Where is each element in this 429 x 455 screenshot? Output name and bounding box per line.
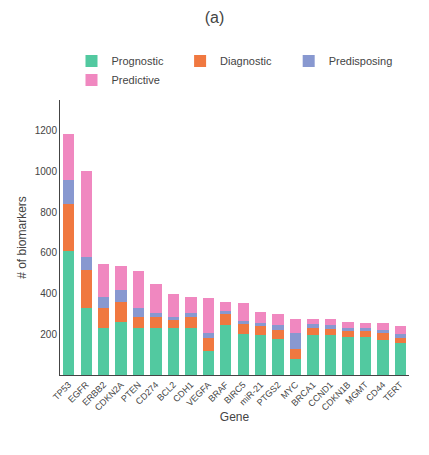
- svg-text:Diagnostic: Diagnostic: [220, 55, 272, 67]
- svg-text:Predictive: Predictive: [112, 74, 160, 86]
- svg-text:800: 800: [40, 207, 57, 218]
- svg-text:600: 600: [40, 247, 57, 258]
- svg-text:ERBB2: ERBB2: [80, 380, 108, 408]
- svg-text:TERT: TERT: [381, 379, 405, 403]
- svg-text:CD44: CD44: [364, 380, 387, 403]
- svg-text:miR-21: miR-21: [238, 380, 266, 408]
- svg-text:BCL2: BCL2: [155, 380, 178, 403]
- svg-text:Gene: Gene: [220, 410, 250, 424]
- svg-text:Prognostic: Prognostic: [112, 55, 164, 67]
- svg-text:1200: 1200: [35, 125, 58, 136]
- svg-text:PTGS2: PTGS2: [255, 380, 283, 408]
- svg-text:CDH1: CDH1: [171, 380, 195, 404]
- svg-text:CCND1: CCND1: [306, 380, 335, 409]
- svg-text:PTEN: PTEN: [119, 380, 143, 404]
- svg-text:BIRC5: BIRC5: [222, 380, 248, 406]
- svg-text:MYC: MYC: [279, 379, 301, 401]
- svg-text:BRAF: BRAF: [206, 379, 230, 403]
- svg-text:200: 200: [40, 329, 57, 340]
- svg-text:1000: 1000: [35, 166, 58, 177]
- svg-text:(a): (a): [205, 9, 225, 26]
- svg-text:400: 400: [40, 288, 57, 299]
- svg-text:VEGFA: VEGFA: [185, 380, 213, 408]
- svg-text:Predisposing: Predisposing: [329, 55, 393, 67]
- svg-text:# of biomarkers: # of biomarkers: [15, 196, 29, 279]
- svg-text:TP53: TP53: [51, 380, 73, 402]
- svg-text:BRCA1: BRCA1: [289, 380, 317, 408]
- svg-text:MGMT: MGMT: [343, 379, 370, 406]
- svg-text:CDKN2A: CDKN2A: [93, 380, 126, 413]
- svg-text:CDKN1B: CDKN1B: [320, 380, 353, 413]
- svg-text:EGFR: EGFR: [66, 379, 91, 404]
- svg-text:CD274: CD274: [134, 380, 161, 407]
